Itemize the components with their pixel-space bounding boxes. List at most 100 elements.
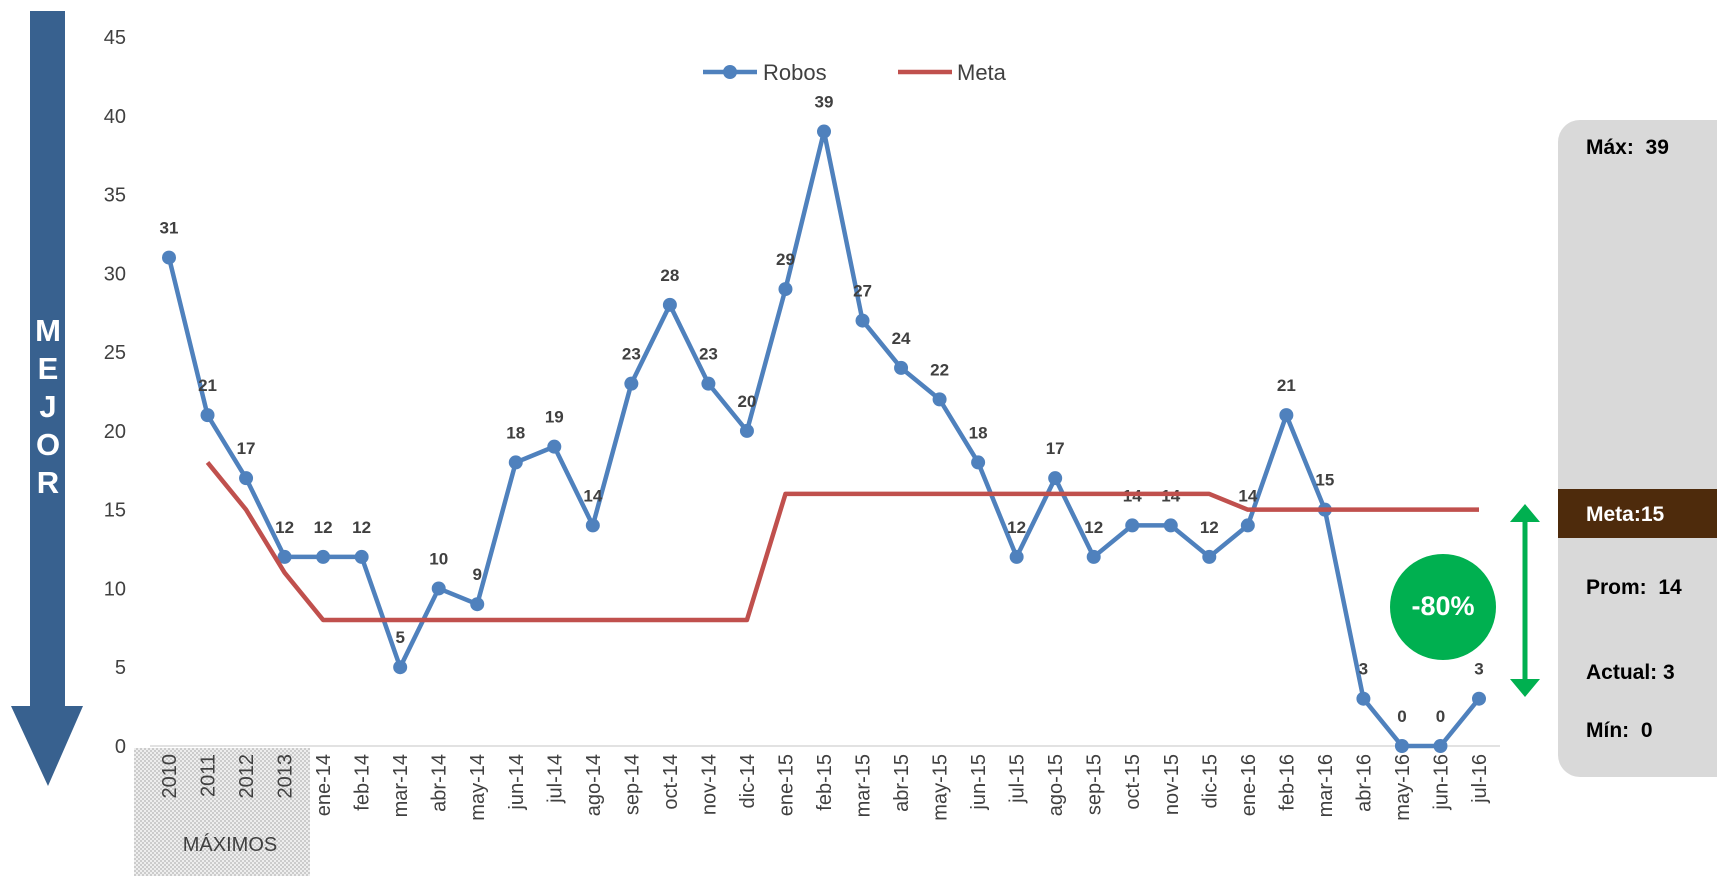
side-panel-text: Máx: 39	[1586, 136, 1669, 159]
x-tick-label: abr-14	[429, 754, 451, 812]
arrow-label: MEJOR	[35, 313, 61, 500]
legend-marker	[723, 65, 737, 79]
x-tick-label: nov-15	[1161, 754, 1183, 815]
y-tick-label: 40	[104, 106, 126, 128]
better-arrow	[11, 11, 83, 786]
meta-band	[1558, 489, 1717, 538]
data-point	[316, 549, 331, 564]
data-label: 21	[198, 376, 217, 395]
x-tick-label: sep-15	[1084, 754, 1106, 815]
data-point	[701, 376, 716, 391]
x-tick-label: 2012	[236, 754, 258, 799]
x-tick-label: dic-14	[737, 754, 759, 808]
data-label: 28	[660, 266, 679, 285]
data-point	[1086, 549, 1101, 564]
data-label: 23	[622, 345, 641, 364]
data-point	[855, 313, 870, 328]
series-line	[205, 460, 1479, 623]
data-label: 12	[1007, 518, 1026, 537]
data-point	[1163, 518, 1178, 533]
data-point	[393, 660, 408, 675]
x-tick-label: oct-15	[1122, 754, 1144, 810]
data-point	[662, 297, 677, 312]
data-label: 3	[1474, 660, 1483, 679]
x-tick-label: ene-16	[1238, 754, 1260, 816]
x-tick-label: feb-14	[352, 754, 374, 811]
data-label: 17	[237, 439, 256, 458]
data-point	[817, 124, 831, 139]
data-point	[470, 597, 485, 612]
data-label: 3	[1359, 660, 1368, 679]
data-label: 39	[815, 93, 834, 112]
x-tick-label: nov-14	[698, 754, 720, 815]
data-label: 18	[506, 423, 525, 442]
x-tick-label: jun-15	[968, 754, 990, 811]
side-panel	[1558, 120, 1717, 777]
data-label: 27	[853, 282, 872, 301]
legend-label: Robos	[763, 60, 827, 85]
x-tick-label: abr-15	[891, 754, 913, 812]
y-tick-label: 20	[104, 421, 126, 443]
y-tick-label: 15	[104, 500, 126, 522]
data-label: 14	[1238, 486, 1257, 505]
change-badge	[1390, 554, 1496, 660]
side-panel-text: Mín: 0	[1586, 719, 1653, 742]
data-point	[1279, 408, 1294, 423]
x-tick-label: feb-16	[1276, 754, 1298, 811]
data-point	[1240, 518, 1255, 533]
data-point	[508, 455, 523, 470]
x-tick-label: 2010	[159, 754, 181, 799]
data-point	[1202, 549, 1217, 564]
x-tick-label: 2013	[275, 754, 297, 799]
data-point	[1356, 691, 1371, 706]
data-label: 24	[892, 329, 911, 348]
data-label: 12	[352, 518, 371, 537]
data-label: 10	[429, 549, 448, 568]
y-tick-label: 0	[115, 736, 126, 758]
x-tick-label: mar-15	[853, 754, 875, 817]
x-tick-label: abr-16	[1353, 754, 1375, 812]
range-arrow-head	[1510, 504, 1540, 522]
group-band	[134, 748, 310, 876]
data-label: 12	[314, 518, 333, 537]
x-tick-label: dic-15	[1199, 754, 1221, 808]
y-tick-label: 5	[115, 657, 126, 679]
data-point	[200, 408, 215, 423]
x-tick-label: may-16	[1392, 754, 1414, 821]
y-tick-label: 10	[104, 578, 126, 600]
x-tick-label: jul-16	[1469, 754, 1491, 804]
side-panel-text: Prom: 14	[1586, 576, 1682, 599]
data-point	[585, 518, 600, 533]
data-point	[894, 360, 909, 375]
x-tick-label: mar-16	[1315, 754, 1337, 817]
group-label: MÁXIMOS	[183, 833, 277, 856]
data-point	[1009, 549, 1024, 564]
data-label: 21	[1277, 376, 1296, 395]
data-point	[431, 581, 446, 596]
data-point	[239, 471, 254, 486]
data-point	[739, 423, 754, 438]
data-point	[277, 549, 292, 564]
data-label: 9	[473, 565, 482, 584]
data-point	[624, 376, 639, 391]
data-point	[778, 282, 793, 297]
data-point	[932, 392, 947, 407]
data-label: 19	[545, 408, 564, 427]
x-tick-label: ene-14	[313, 754, 335, 816]
x-tick-label: sep-14	[621, 754, 643, 815]
x-tick-label: ene-15	[775, 754, 797, 816]
data-label: 12	[1084, 518, 1103, 537]
y-tick-label: 25	[104, 342, 126, 364]
x-tick-label: may-15	[930, 754, 952, 821]
data-point	[547, 439, 562, 454]
data-point	[1125, 518, 1140, 533]
series-line	[166, 129, 1481, 749]
x-tick-label: jul-15	[1007, 754, 1029, 804]
x-tick-label: jun-14	[506, 754, 528, 811]
data-point	[1472, 691, 1486, 706]
legend-label: Meta	[957, 60, 1007, 85]
data-label: 22	[930, 360, 949, 379]
side-panel-text: Actual: 3	[1586, 661, 1675, 684]
data-point	[1048, 471, 1063, 486]
